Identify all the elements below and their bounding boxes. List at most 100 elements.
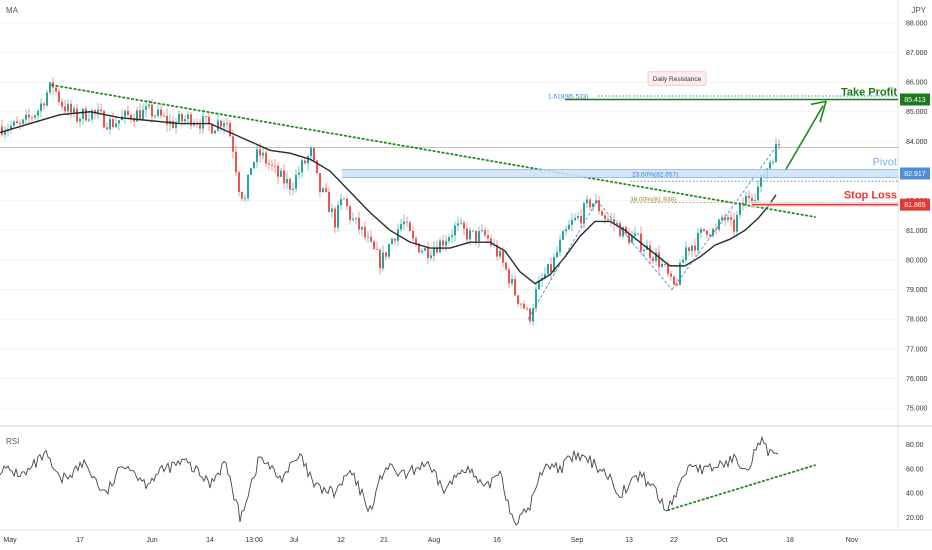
candle-body xyxy=(142,109,144,120)
candle-body xyxy=(286,178,288,184)
time-tick-label: 14 xyxy=(206,537,214,544)
candle-body xyxy=(442,240,444,246)
candle-body xyxy=(547,264,549,275)
candle-body xyxy=(754,200,756,202)
candle-body xyxy=(22,119,24,124)
rsi-tick-label: 80.00 xyxy=(906,442,924,449)
candle-body xyxy=(226,123,228,124)
candle-body xyxy=(430,255,432,258)
candle-body xyxy=(208,116,210,125)
candle-body xyxy=(157,109,159,116)
candle-body xyxy=(583,203,585,224)
candle-body xyxy=(268,163,270,165)
candle-body xyxy=(313,147,315,161)
candle-body xyxy=(247,174,249,199)
candle-body xyxy=(382,252,384,269)
candle-body xyxy=(418,243,420,253)
fib-level-label: 1.618(85.533) xyxy=(548,93,588,100)
candle-body xyxy=(223,123,225,127)
candle-body xyxy=(637,233,639,235)
candle-body xyxy=(694,245,696,251)
candle-body xyxy=(649,245,651,258)
candle-body xyxy=(10,125,12,130)
candle-body xyxy=(49,82,51,93)
candle-body xyxy=(511,279,513,284)
candle-body xyxy=(181,113,183,122)
rsi-support-trendline xyxy=(667,464,816,512)
candle-body xyxy=(496,244,498,257)
candle-body xyxy=(751,198,753,202)
candle-body xyxy=(523,303,525,309)
rsi-series xyxy=(0,435,816,526)
candle-body xyxy=(205,116,207,118)
candle-body xyxy=(373,241,375,249)
candle-body xyxy=(262,152,264,156)
time-tick-label: 13 xyxy=(625,537,633,544)
candle-body xyxy=(91,110,93,120)
candle-body xyxy=(124,110,126,117)
candle-body xyxy=(610,219,612,221)
candle-body xyxy=(352,218,354,220)
price-levels: 1.618(85.533) Daily Resistance Take Profit… xyxy=(342,71,898,208)
candle-body xyxy=(421,250,423,253)
candle-body xyxy=(574,217,576,221)
candle-body xyxy=(466,228,468,240)
candle-body xyxy=(322,188,324,192)
price-tag xyxy=(900,198,930,211)
candle-body xyxy=(505,262,507,270)
candle-body xyxy=(97,109,99,113)
candle-body xyxy=(175,122,177,128)
candle-body xyxy=(361,227,363,230)
daily-resistance-callout xyxy=(647,71,707,86)
time-tick-label: Sep xyxy=(571,537,584,544)
candle-body xyxy=(76,108,78,122)
candle-body xyxy=(469,230,471,240)
candle-body xyxy=(616,223,618,224)
candle-body xyxy=(289,178,291,190)
stop-loss-label: Stop Loss xyxy=(844,190,897,202)
candle-body xyxy=(28,114,30,118)
candle-body xyxy=(679,262,681,285)
candle-body xyxy=(343,198,345,200)
candle-body xyxy=(715,228,717,230)
candle-body xyxy=(232,136,234,152)
candle-body xyxy=(691,245,693,252)
candle-body xyxy=(700,229,702,233)
candle-body xyxy=(43,103,45,106)
moving-average-line xyxy=(0,111,777,285)
price-tag-label: 85.413 xyxy=(904,97,926,104)
candle-body xyxy=(562,231,564,240)
candle-body xyxy=(334,208,336,228)
pivot-zone xyxy=(342,169,898,178)
candle-body xyxy=(667,263,669,274)
candle-body xyxy=(82,108,84,119)
price-tick-label: 86.000 xyxy=(906,80,928,87)
candle-body xyxy=(172,120,174,128)
candle-body xyxy=(697,232,699,251)
price-tick-label: 84.000 xyxy=(906,139,928,146)
candle-body xyxy=(730,217,732,220)
candle-body xyxy=(544,274,546,278)
candle-body xyxy=(550,264,552,272)
candle-body xyxy=(634,233,636,236)
candle-body xyxy=(682,259,684,263)
candle-body xyxy=(733,219,735,232)
candle-body xyxy=(37,110,39,116)
candle-body xyxy=(4,131,6,135)
candle-body xyxy=(400,224,402,230)
candle-body xyxy=(64,106,66,112)
descending-trendline xyxy=(51,84,816,218)
candle-body xyxy=(772,162,774,163)
candle-body xyxy=(94,110,96,113)
candle-body xyxy=(1,126,3,135)
candle-body xyxy=(526,308,528,310)
time-tick-label: Jul xyxy=(290,537,299,544)
candle-body xyxy=(748,196,750,199)
candle-body xyxy=(736,214,738,232)
candle-body xyxy=(655,252,657,262)
candle-body xyxy=(241,192,243,199)
candle-body xyxy=(520,303,522,305)
candle-body xyxy=(274,165,276,167)
candle-body xyxy=(724,217,726,220)
candle-body xyxy=(571,220,573,225)
